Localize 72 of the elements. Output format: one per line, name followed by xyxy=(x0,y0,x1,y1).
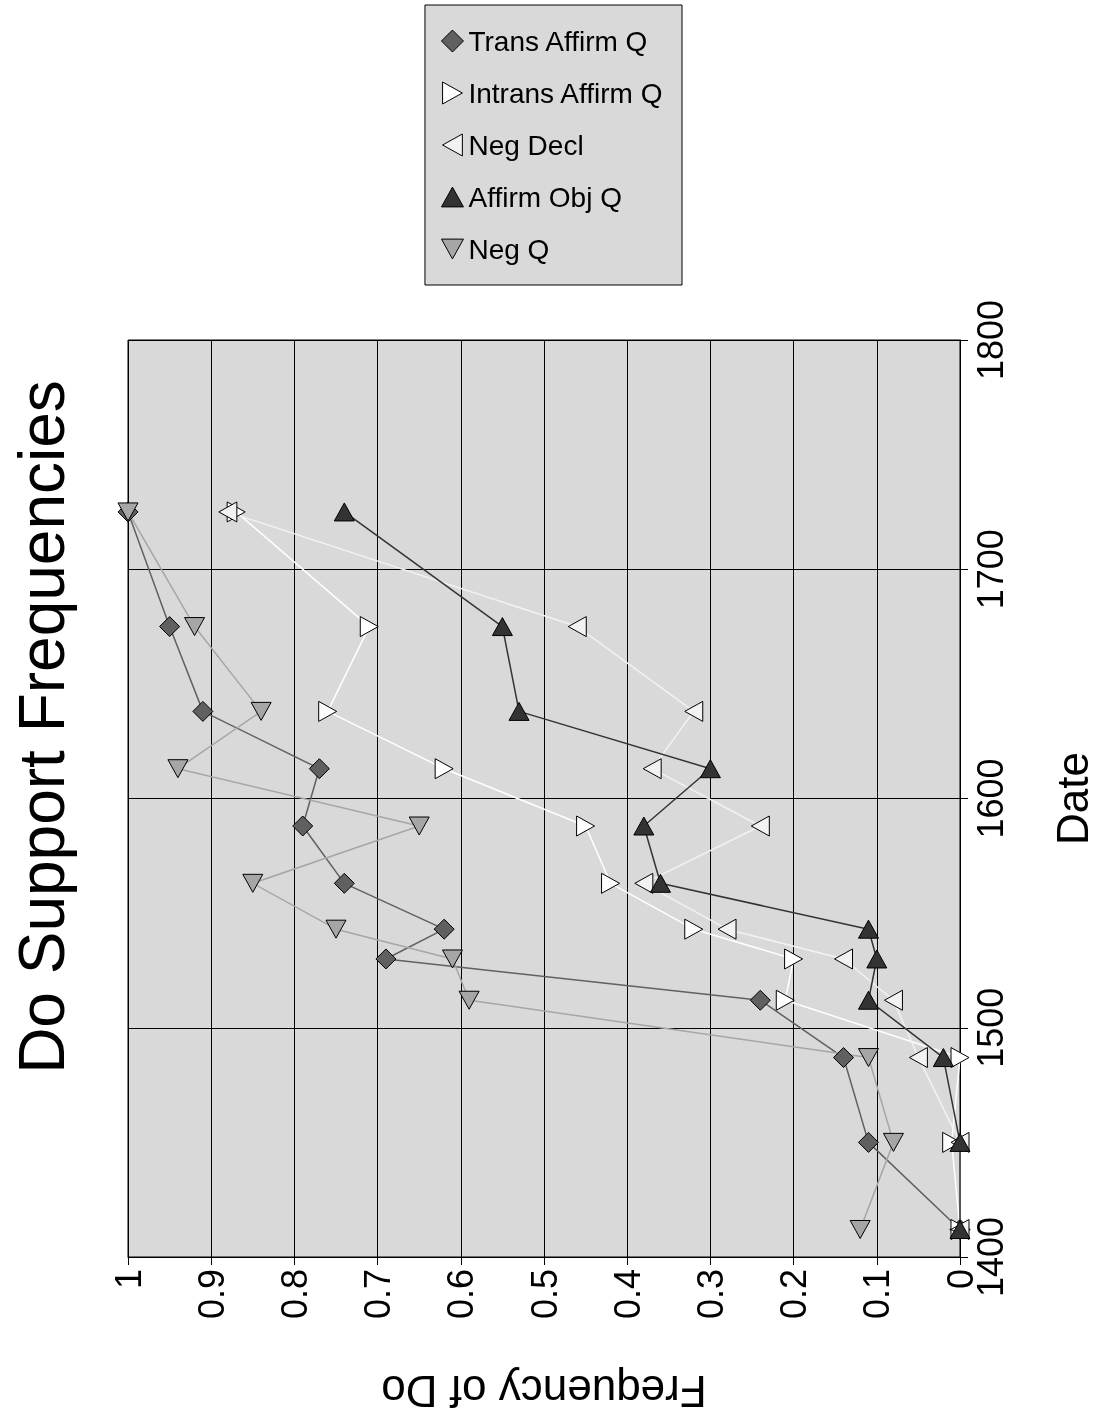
point xyxy=(218,501,238,523)
point xyxy=(857,919,879,939)
point xyxy=(458,990,480,1010)
point xyxy=(882,1132,904,1152)
legend-label: Neg Decl xyxy=(468,129,584,161)
point xyxy=(333,502,355,522)
y-axis-title: Date xyxy=(1047,752,1097,845)
y-tick-label: 1800 xyxy=(969,299,1011,381)
point xyxy=(375,948,397,970)
point xyxy=(167,759,189,779)
point xyxy=(857,1048,879,1068)
point xyxy=(857,990,879,1010)
x-tick-label: 0.6 xyxy=(440,1269,482,1320)
x-tick-label: 0.7 xyxy=(357,1269,399,1320)
point xyxy=(192,700,214,722)
point xyxy=(408,816,430,836)
point xyxy=(159,616,181,638)
point xyxy=(325,919,347,939)
point xyxy=(567,616,587,638)
x-tick-label: 1 xyxy=(107,1269,149,1290)
x-tick-label: 0.9 xyxy=(190,1269,232,1320)
legend-label: Affirm Obj Q xyxy=(468,181,622,213)
x-tick-label: 0.2 xyxy=(773,1269,815,1320)
point xyxy=(250,701,272,721)
text: Do Support Frequencies xyxy=(6,380,78,1074)
point xyxy=(717,918,737,940)
point xyxy=(601,872,621,894)
legend-label: Neg Q xyxy=(468,233,550,265)
point xyxy=(434,758,454,780)
y-tick-label: 1700 xyxy=(969,529,1011,610)
point xyxy=(633,816,655,836)
point xyxy=(857,1131,879,1153)
point xyxy=(849,1219,871,1239)
point xyxy=(950,1047,970,1069)
point xyxy=(866,949,888,969)
point xyxy=(684,700,704,722)
point xyxy=(292,815,314,837)
x-tick-label: 0.4 xyxy=(606,1269,648,1320)
point xyxy=(508,701,530,721)
x-tick-label: 0.5 xyxy=(523,1269,565,1320)
point xyxy=(634,872,654,894)
point xyxy=(699,759,721,779)
y-tick-label: 1600 xyxy=(969,758,1011,839)
point xyxy=(833,1047,855,1069)
point xyxy=(359,616,379,638)
point xyxy=(775,989,795,1011)
point xyxy=(932,1048,954,1068)
point xyxy=(308,758,330,780)
legend-label: Trans Affirm Q xyxy=(468,25,648,57)
point xyxy=(242,873,264,893)
point xyxy=(684,918,704,940)
point xyxy=(908,1047,928,1069)
point xyxy=(750,815,770,837)
point xyxy=(642,758,662,780)
point xyxy=(749,989,771,1011)
x-tick-label: 0.8 xyxy=(273,1269,315,1320)
x-tick-label: 0.1 xyxy=(856,1269,898,1320)
point xyxy=(883,989,903,1011)
point xyxy=(333,872,355,894)
y-tick-label: 1500 xyxy=(969,987,1011,1068)
point xyxy=(441,949,463,969)
point xyxy=(649,873,671,893)
point xyxy=(491,617,513,637)
legend-label: Intrans Affirm Q xyxy=(468,77,663,109)
point xyxy=(576,815,596,837)
point xyxy=(784,948,804,970)
point xyxy=(433,918,455,940)
x-axis-title: Frequency of Do xyxy=(381,1366,707,1416)
x-tick-label: 0.3 xyxy=(689,1269,731,1320)
point xyxy=(834,948,854,970)
point xyxy=(184,617,206,637)
point xyxy=(318,700,338,722)
